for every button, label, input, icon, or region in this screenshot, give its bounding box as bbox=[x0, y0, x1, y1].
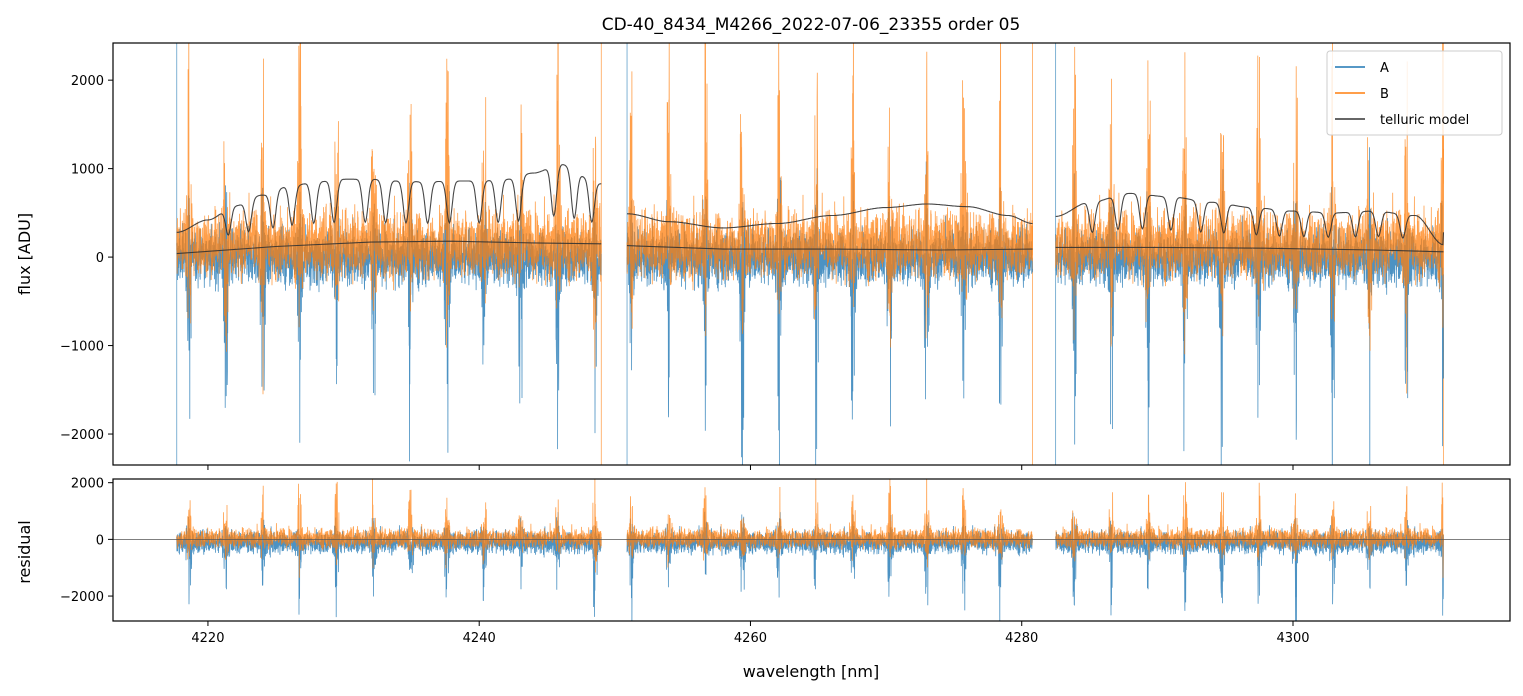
series-b-segment-2 bbox=[626, 43, 1033, 348]
residual-y-tick-label: −2000 bbox=[60, 590, 104, 605]
series-b-segment-3 bbox=[1055, 482, 1444, 578]
flux-y-tick-label: −1000 bbox=[60, 340, 104, 355]
telluric-model-lower-segment-1 bbox=[176, 240, 602, 255]
flux-y-tick-label: 0 bbox=[96, 251, 104, 266]
series-a-segment-2 bbox=[626, 161, 1033, 465]
residual-panel-frame bbox=[112, 478, 1511, 622]
chart-title: CD-40_8434_M4266_2022-07-06_23355 order … bbox=[602, 15, 1021, 35]
flux-y-tick-label: 1000 bbox=[71, 163, 104, 178]
residual-x-tick-label: 4220 bbox=[191, 631, 224, 646]
telluric-model-lower-segment-2 bbox=[626, 245, 1033, 251]
series-b-segment-1 bbox=[176, 43, 602, 395]
flux-y-tick-label: −2000 bbox=[60, 428, 104, 443]
flux-panel-frame bbox=[112, 42, 1511, 466]
flux-panel: −2000 −1000 0 1000 2000 flux [ADU] A B tellu… bbox=[15, 42, 1511, 470]
residual-x-tick-label: 4240 bbox=[463, 631, 496, 646]
telluric-model-upper-segment-2 bbox=[626, 203, 1033, 229]
residual-y-tick-label: 2000 bbox=[71, 477, 104, 492]
residual-x-tick-label: 4280 bbox=[1005, 631, 1038, 646]
legend-label-a: A bbox=[1380, 61, 1389, 76]
residual-x-tick-label: 4300 bbox=[1276, 631, 1309, 646]
residual-y-axis-label: residual bbox=[15, 520, 34, 583]
residual-x-tick-label: 4260 bbox=[734, 631, 767, 646]
residual-y-tick-label: 0 bbox=[96, 533, 104, 548]
telluric-model-upper-segment-1 bbox=[176, 164, 602, 236]
flux-y-tick-label: 2000 bbox=[71, 74, 104, 89]
x-axis-label: wavelength [nm] bbox=[743, 662, 880, 681]
telluric-model-upper-segment-3 bbox=[1055, 192, 1445, 246]
telluric-model-lower-segment-3 bbox=[1055, 246, 1444, 253]
legend: A B telluric model bbox=[1326, 50, 1503, 136]
series-b-segment-1 bbox=[176, 479, 602, 578]
legend-label-telluric: telluric model bbox=[1380, 113, 1469, 128]
series-b-segment-2 bbox=[626, 479, 1033, 568]
flux-y-axis-label: flux [ADU] bbox=[15, 213, 34, 295]
series-b-segment-3 bbox=[1055, 43, 1444, 394]
legend-label-b: B bbox=[1380, 87, 1389, 102]
